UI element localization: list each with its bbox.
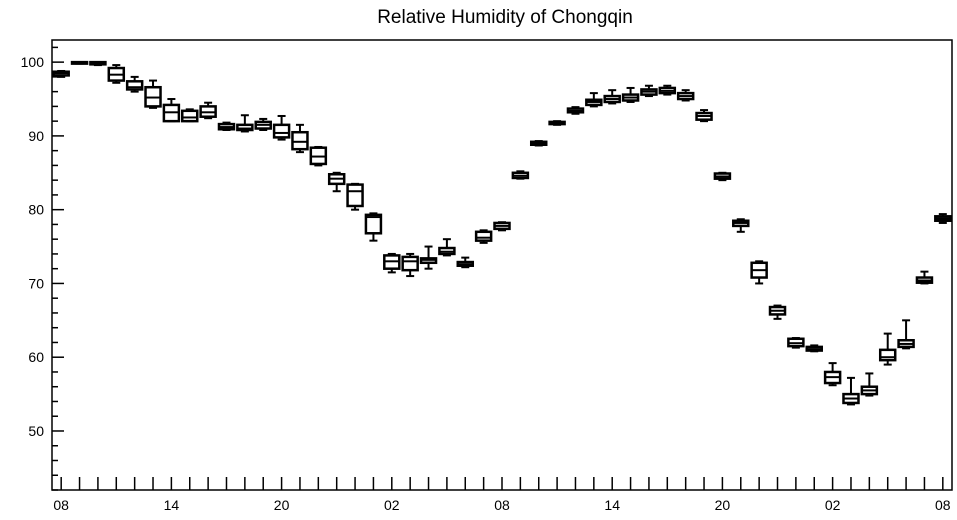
x-tick-label: 02 [384, 497, 400, 513]
box-17 [364, 212, 383, 242]
y-tick-label: 80 [28, 202, 44, 218]
x-tick-label: 08 [494, 497, 510, 513]
iqr-box [364, 213, 383, 235]
iqr-box [291, 130, 309, 151]
box-31 [621, 86, 640, 103]
box-25 [511, 170, 530, 180]
box-0 [52, 69, 70, 78]
box-36 [713, 171, 732, 182]
y-tick-label: 60 [28, 349, 44, 365]
box-6 [162, 98, 181, 123]
box-48 [934, 213, 952, 224]
box-28 [566, 106, 585, 115]
x-axis: 08 14 20 02 08 14 20 02 08 [53, 477, 951, 513]
box-46 [897, 319, 915, 350]
box-41 [805, 344, 823, 353]
box-19 [401, 252, 419, 278]
x-tick-label: 20 [715, 497, 731, 513]
chart-title: Relative Humidity of Chongqin [377, 7, 633, 28]
y-tick-label: 100 [21, 54, 45, 70]
box-40 [787, 337, 805, 349]
box-11 [254, 117, 272, 131]
y-tick-label: 70 [28, 275, 44, 291]
box-26 [529, 140, 548, 147]
box-32 [640, 84, 658, 98]
x-tick-label: 20 [274, 497, 290, 513]
box-45 [878, 332, 897, 366]
x-tick-label: 14 [604, 497, 620, 513]
iqr-box [236, 123, 254, 132]
iqr-box [401, 255, 419, 272]
box-44 [860, 372, 879, 397]
box-3 [107, 64, 126, 84]
box-12 [272, 114, 291, 141]
box-24 [493, 221, 511, 232]
box-22 [456, 256, 475, 269]
box-18 [383, 252, 401, 274]
box-47 [915, 270, 934, 285]
box-14 [309, 145, 328, 167]
box-27 [548, 120, 566, 126]
box-5 [144, 79, 162, 109]
box-16 [346, 182, 364, 211]
box-20 [419, 245, 438, 270]
x-tick-label: 08 [935, 497, 951, 513]
box-10 [236, 114, 254, 133]
box-8 [199, 101, 217, 120]
x-tick-label: 08 [53, 497, 69, 513]
box-34 [676, 89, 695, 102]
box-9 [217, 121, 236, 131]
box-1 [70, 60, 89, 65]
plot-area-frame [51, 39, 953, 491]
iqr-box [272, 123, 291, 139]
box-13 [291, 123, 309, 154]
x-tick-label: 14 [164, 497, 180, 513]
box-4 [125, 75, 144, 93]
box-7 [181, 108, 199, 123]
box-39 [768, 304, 787, 320]
iqr-box [181, 109, 199, 123]
box-2 [89, 60, 107, 67]
iqr-box [125, 80, 144, 91]
box-23 [474, 229, 493, 244]
y-axis: 50 60 70 80 90 100 [21, 46, 64, 491]
box-38 [750, 260, 768, 285]
box-29 [585, 92, 603, 108]
x-tick-label: 02 [825, 497, 841, 513]
box-43 [842, 376, 860, 406]
box-37 [732, 218, 750, 233]
box-30 [603, 89, 621, 105]
box-42 [823, 362, 842, 387]
box-21 [438, 238, 456, 257]
y-tick-label: 90 [28, 128, 44, 144]
box-33 [658, 84, 677, 96]
box-series [52, 60, 952, 406]
iqr-box [346, 183, 364, 208]
y-tick-label: 50 [28, 423, 44, 439]
iqr-box [474, 230, 493, 242]
box-15 [327, 171, 346, 193]
box-35 [695, 109, 713, 123]
iqr-box [878, 348, 897, 362]
